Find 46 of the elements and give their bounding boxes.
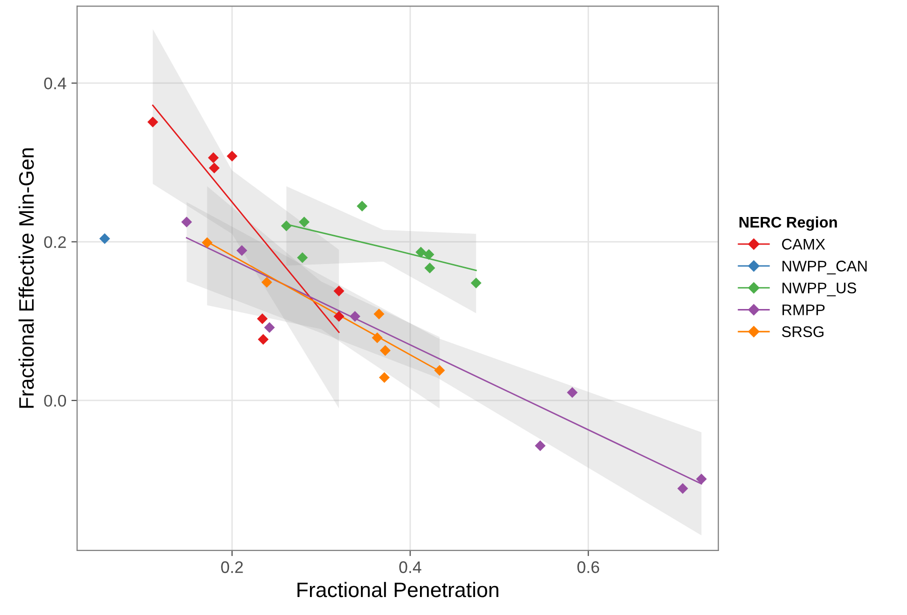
point bbox=[181, 216, 192, 228]
point bbox=[208, 152, 219, 164]
point bbox=[470, 278, 482, 288]
point bbox=[356, 200, 368, 212]
point bbox=[677, 483, 688, 494]
legend-title: NERC Region bbox=[740, 216, 837, 231]
point bbox=[696, 474, 707, 484]
point bbox=[372, 332, 383, 344]
point bbox=[256, 313, 268, 324]
point bbox=[350, 310, 360, 322]
point bbox=[264, 322, 275, 333]
point bbox=[334, 286, 344, 296]
point bbox=[534, 440, 546, 452]
point bbox=[258, 334, 269, 345]
point bbox=[424, 262, 436, 274]
x-tick-label: 0.6 bbox=[577, 561, 600, 574]
point bbox=[378, 372, 390, 383]
point bbox=[298, 216, 310, 228]
point bbox=[374, 308, 384, 320]
point bbox=[99, 233, 110, 244]
legend-label: SRSG bbox=[782, 326, 824, 338]
point bbox=[281, 220, 292, 232]
point bbox=[566, 387, 578, 398]
legend-label: NWPP_US bbox=[782, 282, 856, 296]
y-tick-label: 0.4 bbox=[44, 78, 66, 90]
point bbox=[236, 245, 248, 256]
point bbox=[226, 150, 238, 162]
point bbox=[415, 246, 426, 258]
legend-label: NWPP_CAN bbox=[782, 260, 867, 274]
y-axis-title: Fractional Effective Min-Gen bbox=[18, 148, 34, 408]
point bbox=[424, 249, 434, 260]
point bbox=[261, 276, 272, 288]
point bbox=[202, 237, 213, 248]
point bbox=[434, 364, 445, 376]
x-tick-label: 0.4 bbox=[399, 561, 422, 574]
point bbox=[297, 252, 308, 264]
point bbox=[380, 345, 391, 356]
point bbox=[334, 310, 344, 322]
legend-label: CAMX bbox=[782, 238, 826, 250]
x-axis-title: Fractional Penetration bbox=[298, 582, 498, 598]
y-tick-label: 0.0 bbox=[44, 394, 66, 407]
x-tick-label: 0.2 bbox=[221, 561, 243, 574]
point bbox=[147, 116, 158, 128]
y-tick-label: 0.2 bbox=[44, 236, 66, 248]
point bbox=[208, 162, 220, 174]
legend-label: RMPP bbox=[782, 304, 825, 316]
